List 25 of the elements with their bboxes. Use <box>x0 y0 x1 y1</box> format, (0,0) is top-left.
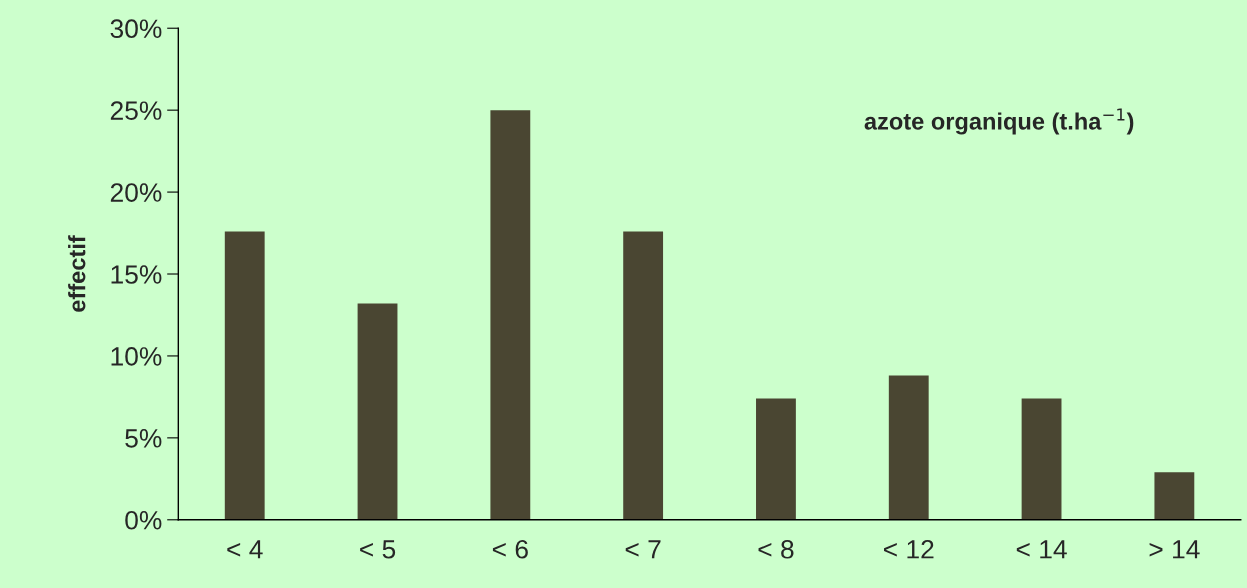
y-tick-label: 20% <box>110 183 162 202</box>
x-tick-label: < 14 <box>1016 540 1067 559</box>
y-tick-label: 15% <box>111 265 162 284</box>
y-tick-label: 5% <box>125 429 162 448</box>
x-tick-label: < 6 <box>492 539 528 559</box>
bar <box>1154 472 1195 520</box>
x-tick-label: > 14 <box>1149 540 1200 559</box>
bar <box>490 110 531 520</box>
y-axis-title: effectif <box>68 235 86 312</box>
y-tick-label: 10% <box>111 347 162 366</box>
bar <box>1021 398 1062 520</box>
annotation: azote organique (t.ha$^{−1}$) <box>864 108 1134 135</box>
x-tick-label: < 8 <box>758 539 794 559</box>
x-tick-label: < 4 <box>227 540 263 559</box>
y-tick-label: 30% <box>110 19 162 39</box>
x-tick-label: < 5 <box>360 540 396 559</box>
bar <box>224 231 265 520</box>
bar <box>357 303 398 520</box>
bar <box>756 398 796 520</box>
bar <box>888 375 929 520</box>
y-tick-label: 25% <box>110 101 162 120</box>
x-tick-label: < 7 <box>625 540 661 559</box>
y-tick-label: 0% <box>125 510 162 530</box>
bar <box>623 231 664 520</box>
x-tick-label: < 12 <box>884 539 934 559</box>
